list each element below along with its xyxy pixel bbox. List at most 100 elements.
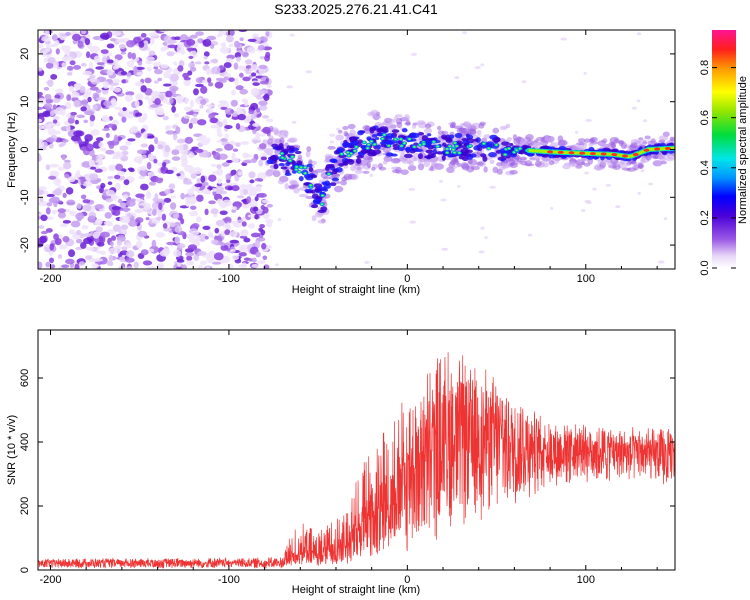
noise-blob: [126, 266, 133, 269]
noise-blob: [104, 221, 109, 226]
noise-blob: [45, 228, 53, 233]
noise-blob: [82, 99, 88, 107]
noise-blob: [219, 210, 228, 216]
noise-blob: [172, 81, 178, 86]
signal-halo: [583, 162, 591, 167]
noise-blob: [65, 31, 71, 36]
noise-blob: [195, 31, 204, 36]
noise-blob: [456, 184, 461, 188]
noise-blob: [85, 255, 92, 260]
noise-blob: [157, 112, 165, 116]
noise-blob: [147, 171, 155, 177]
signal-hotspot: [279, 155, 285, 160]
signal-halo: [492, 166, 499, 174]
noise-blob: [224, 133, 229, 140]
noise-blob: [52, 119, 58, 124]
signal-halo: [383, 155, 393, 162]
noise-blob: [230, 109, 235, 114]
noise-blob: [112, 65, 120, 70]
noise-blob: [122, 206, 130, 213]
signal-core: [360, 149, 370, 154]
noise-blob: [165, 125, 172, 130]
noise-blob: [127, 51, 133, 59]
noise-blob: [152, 91, 161, 96]
noise-blob: [72, 65, 82, 70]
signal-halo: [382, 146, 391, 153]
noise-blob: [187, 244, 198, 251]
signal-halo: [630, 142, 638, 148]
noise-blob: [102, 81, 110, 89]
noise-blob: [245, 59, 253, 65]
noise-blob: [256, 260, 266, 264]
noise-blob: [116, 247, 121, 254]
noise-blob: [205, 104, 215, 108]
signal-halo: [614, 138, 619, 143]
noise-blob: [107, 175, 114, 180]
signal-core: [401, 128, 408, 133]
noise-blob: [176, 266, 182, 269]
spectrogram-x-axis: -200 -100 0 100: [39, 30, 658, 285]
noise-blob: [637, 191, 641, 195]
signal-hotspot: [506, 146, 512, 151]
noise-blob: [153, 80, 159, 84]
signal-hotspot: [451, 150, 457, 155]
signal-core: [441, 155, 446, 161]
signal-hotspot: [454, 144, 460, 148]
noise-blob: [83, 237, 93, 245]
noise-blob: [90, 129, 100, 136]
noise-blob: [239, 187, 244, 196]
noise-blob: [189, 34, 198, 39]
noise-blob: [213, 252, 224, 261]
signal-halo: [390, 158, 401, 164]
noise-blob: [266, 84, 272, 89]
signal-halo: [327, 146, 334, 150]
noise-blob: [194, 183, 203, 188]
noise-blob: [185, 252, 195, 257]
snr-ytick-label: 200: [19, 497, 31, 515]
noise-blob: [181, 264, 188, 269]
noise-blob: [154, 98, 161, 105]
noise-blob: [99, 147, 107, 152]
signal-halo: [452, 156, 458, 164]
noise-blob: [106, 69, 114, 76]
noise-blob: [76, 114, 85, 119]
signal-halo: [267, 168, 276, 172]
noise-blob: [247, 214, 257, 218]
noise-blob: [38, 153, 42, 162]
noise-blob: [121, 150, 129, 156]
noise-blob: [163, 150, 170, 158]
noise-blob: [255, 132, 260, 139]
noise-blob: [206, 35, 217, 41]
snr-ytick-label: 0: [19, 567, 31, 573]
figure-title: S233.2025.276.21.41.C41: [274, 1, 438, 17]
spectrogram-ytick-label: 10: [19, 96, 31, 108]
signal-halo: [404, 114, 410, 121]
signal-halo: [337, 129, 343, 134]
signal-core: [313, 198, 322, 204]
signal-core: [357, 139, 363, 144]
noise-blob: [161, 213, 167, 221]
snr-ytick-label: 400: [19, 433, 31, 451]
noise-blob: [408, 187, 416, 191]
noise-blob: [117, 38, 126, 44]
noise-blob: [243, 154, 253, 158]
spectrogram-ytick-label: 20: [19, 48, 31, 60]
noise-blob: [265, 147, 274, 156]
noise-blob: [89, 166, 97, 170]
noise-blob: [262, 114, 270, 119]
noise-blob: [137, 60, 143, 66]
signal-halo: [288, 184, 299, 189]
noise-blob: [57, 208, 66, 213]
noise-blob: [48, 142, 54, 149]
noise-blob: [139, 183, 149, 191]
noise-blob: [121, 246, 128, 251]
noise-blob: [70, 111, 77, 116]
noise-blob: [219, 79, 227, 83]
signal-halo: [644, 135, 651, 140]
noise-blob: [615, 205, 621, 209]
noise-blob: [69, 60, 76, 66]
noise-blob: [214, 81, 224, 89]
noise-blob: [238, 72, 244, 78]
noise-blob: [61, 264, 70, 269]
colorbar: 0.0 0.2 0.4 0.6 0.8 Normalized spectral ampl…: [699, 30, 749, 276]
